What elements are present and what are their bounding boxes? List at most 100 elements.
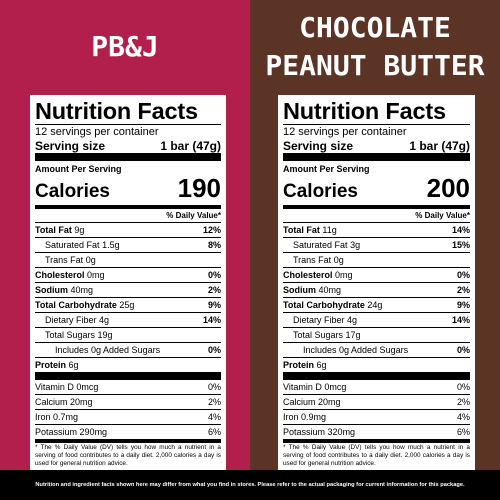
nutrient-cell: Total Fat 11g <box>283 223 337 237</box>
footnote: * The % Daily Value (DV) tells you how m… <box>283 444 470 467</box>
footer: Nutrition and ingredient facts shown her… <box>0 470 500 500</box>
vitamin-row: Iron 0.7mg 4% <box>35 410 221 425</box>
nutrition-label: Nutrition Facts 12 servings per container… <box>30 95 226 471</box>
nutrient-cell: Cholesterol 0mg <box>283 268 353 282</box>
panel: CHOCOLATE PEANUT BUTTER Nutrition Facts 12… <box>250 0 500 471</box>
serving-size-value: 1 bar (47g) <box>409 139 470 153</box>
amount-per-serving: Amount Per Serving <box>35 164 122 174</box>
nutrient-amount: 0g <box>333 255 344 265</box>
vitamin-row: Calcium 20mg 2% <box>35 395 221 410</box>
nutrient-amount: 17g <box>345 330 361 340</box>
nutrient-row: Total Sugars 17g <box>283 328 470 343</box>
nutrient-cell: Protein 6g <box>35 358 79 372</box>
nutrient-name: Trans Fat <box>293 255 332 265</box>
vitamin-row: Vitamin D 0mcg 0% <box>283 380 470 395</box>
nutrient-name: Dietary Fiber <box>45 315 97 325</box>
nutrient-row: Sodium 40mg 2% <box>283 283 470 298</box>
vitamin-row: Potassium 320mg 6% <box>283 425 470 443</box>
nutrient-row: Protein 6g <box>35 358 221 380</box>
nutrient-name: Cholesterol <box>35 270 85 280</box>
vitamin-name: Potassium <box>283 427 326 437</box>
nutrient-name: Total Sugars <box>293 330 344 340</box>
nutrient-amount: 4g <box>347 315 358 325</box>
nutrient-name: Total Fat <box>35 225 72 235</box>
serving-size-label: Serving size <box>35 139 106 153</box>
nutrient-cell: Sodium 40mg <box>35 283 93 297</box>
nutrient-cell: Total Sugars 19g <box>45 328 113 342</box>
nutrient-dv: 9% <box>207 300 221 310</box>
vitamin-cell: Vitamin D 0mcg <box>35 380 98 394</box>
nutrient-cell: Saturated Fat 3g <box>293 238 360 252</box>
serving-size-row: Serving size 1 bar (47g) <box>283 139 470 161</box>
nutrient-name: Sodium <box>35 285 68 295</box>
nutrient-cell: Trans Fat 0g <box>45 253 96 267</box>
nutrient-cell: Includes 0g Added Sugars <box>303 343 408 357</box>
nutrient-amount: 19g <box>97 330 113 340</box>
vitamin-name: Calcium <box>283 397 316 407</box>
nutrient-row: Cholesterol 0mg 0% <box>35 268 221 283</box>
vitamin-dv: 0% <box>456 382 470 392</box>
nutrient-row: Trans Fat 0g <box>35 253 221 268</box>
panel-title: PB&J <box>91 30 159 63</box>
nutrient-dv: 14% <box>451 225 470 235</box>
vitamin-name: Potassium <box>35 427 78 437</box>
nutrient-dv: 14% <box>202 315 221 325</box>
nutrient-name: Protein <box>283 360 315 370</box>
nutrient-amount: 6g <box>316 360 327 370</box>
vitamin-name: Vitamin D <box>35 382 74 392</box>
nutrient-row: Includes 0g Added Sugars 0% <box>35 343 221 358</box>
vitamin-cell: Calcium 20mg <box>35 395 93 409</box>
serving-size-value: 1 bar (47g) <box>160 139 221 153</box>
nutrient-row: Total Carbohydrate 24g 9% <box>283 298 470 313</box>
nutrient-cell: Total Carbohydrate 25g <box>35 298 134 312</box>
nutrient-cell: Saturated Fat 1.5g <box>45 238 120 252</box>
nutrient-cell: Total Fat 9g <box>35 223 84 237</box>
nutrient-amount: 4g <box>99 315 110 325</box>
nutrient-cell: Total Sugars 17g <box>293 328 361 342</box>
vitamin-dv: 4% <box>456 412 470 422</box>
nutrient-dv: 2% <box>207 285 221 295</box>
nutrient-amount: 0mg <box>87 270 105 280</box>
vitamin-amount: 0.9mg <box>301 412 327 422</box>
daily-value-header: % Daily Value* <box>35 209 221 223</box>
calories-value: 200 <box>426 173 470 203</box>
nutrient-dv: 14% <box>451 315 470 325</box>
nutrient-cell: Cholesterol 0mg <box>35 268 105 282</box>
nutrient-name: Trans Fat <box>45 255 84 265</box>
vitamin-row: Iron 0.9mg 4% <box>283 410 470 425</box>
nutrition-label: Nutrition Facts 12 servings per container… <box>278 95 475 471</box>
nutrient-amount: 25g <box>119 300 135 310</box>
calories-value: 190 <box>177 173 221 203</box>
vitamin-dv: 2% <box>207 397 221 407</box>
nutrient-amount: 40mg <box>70 285 94 295</box>
nutrient-cell: Protein 6g <box>283 358 327 372</box>
nutrient-name: Total Sugars <box>45 330 96 340</box>
nutrient-cell: Dietary Fiber 4g <box>45 313 109 327</box>
nutrient-amount: 9g <box>74 225 85 235</box>
vitamin-name: Calcium <box>35 397 68 407</box>
footnote: * The % Daily Value (DV) tells you how m… <box>35 444 221 467</box>
nutrient-dv: 0% <box>456 345 470 355</box>
nutrient-amount: 3g <box>350 240 361 250</box>
nutrient-row: Total Fat 9g 12% <box>35 223 221 238</box>
vitamin-dv: 0% <box>207 382 221 392</box>
vitamin-cell: Iron 0.9mg <box>283 410 326 424</box>
calories-label: Calories <box>35 181 110 202</box>
nutrient-row: Cholesterol 0mg 0% <box>283 268 470 283</box>
nutrient-row: Sodium 40mg 2% <box>35 283 221 298</box>
nutrient-dv: 8% <box>207 240 221 250</box>
nutrient-row: Dietary Fiber 4g 14% <box>35 313 221 328</box>
nutrient-dv: 0% <box>207 345 221 355</box>
nutrient-cell: Includes 0g Added Sugars <box>55 343 160 357</box>
nutrient-dv: 2% <box>456 285 470 295</box>
vitamin-cell: Iron 0.7mg <box>35 410 78 424</box>
vitamin-row: Calcium 20mg 2% <box>283 395 470 410</box>
amount-per-serving: Amount Per Serving <box>283 164 370 174</box>
serving-size-row: Serving size 1 bar (47g) <box>35 139 221 161</box>
nutrient-cell: Sodium 40mg <box>283 283 341 297</box>
label-heading: Nutrition Facts <box>283 98 470 125</box>
nutrient-name: Sodium <box>283 285 316 295</box>
nutrient-cell: Dietary Fiber 4g <box>293 313 357 327</box>
nutrient-amount: 6g <box>68 360 79 370</box>
